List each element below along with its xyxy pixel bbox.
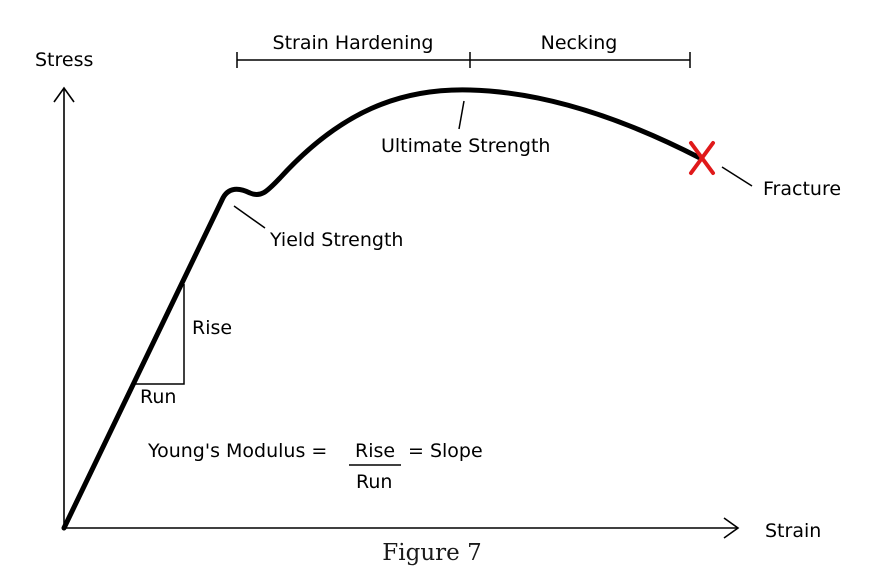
fracture-x-mark: [689, 141, 715, 175]
formula-denominator: Run: [356, 471, 392, 493]
formula-rhs: = Slope: [408, 440, 483, 462]
y-axis-arrowhead: [53, 86, 75, 103]
axes: Stress Strain: [35, 49, 821, 542]
ultimate-strength-leader: [458, 100, 465, 130]
fracture-leader: [721, 166, 753, 187]
figure-caption: Figure 7: [382, 540, 481, 566]
region-brackets: Strain Hardening Necking: [236, 32, 691, 68]
yield-strength-leader: [233, 205, 266, 229]
strain-hardening-label: Strain Hardening: [273, 32, 434, 54]
ultimate-strength-label: Ultimate Strength: [381, 135, 550, 157]
stress-strain-curve: [61, 87, 703, 531]
slope-triangle-legs: [135, 284, 185, 385]
fracture-label: Fracture: [763, 178, 841, 200]
rise-label: Rise: [192, 317, 232, 339]
fracture-x-stroke-2: [689, 141, 715, 175]
x-axis-arrowhead: [723, 517, 740, 539]
x-axis-label: Strain: [765, 520, 821, 542]
youngs-modulus-formula: Young's Modulus = Rise Run = Slope: [147, 440, 483, 493]
formula-lhs: Young's Modulus =: [147, 440, 327, 462]
y-axis-label: Stress: [35, 49, 93, 71]
slope-triangle: Rise Run: [135, 284, 232, 408]
formula-numerator: Rise: [355, 440, 395, 462]
necking-label: Necking: [541, 32, 618, 54]
point-annotations: Ultimate Strength Yield Strength Fractur…: [233, 100, 841, 251]
run-label: Run: [140, 386, 176, 408]
yield-strength-label: Yield Strength: [269, 229, 403, 251]
